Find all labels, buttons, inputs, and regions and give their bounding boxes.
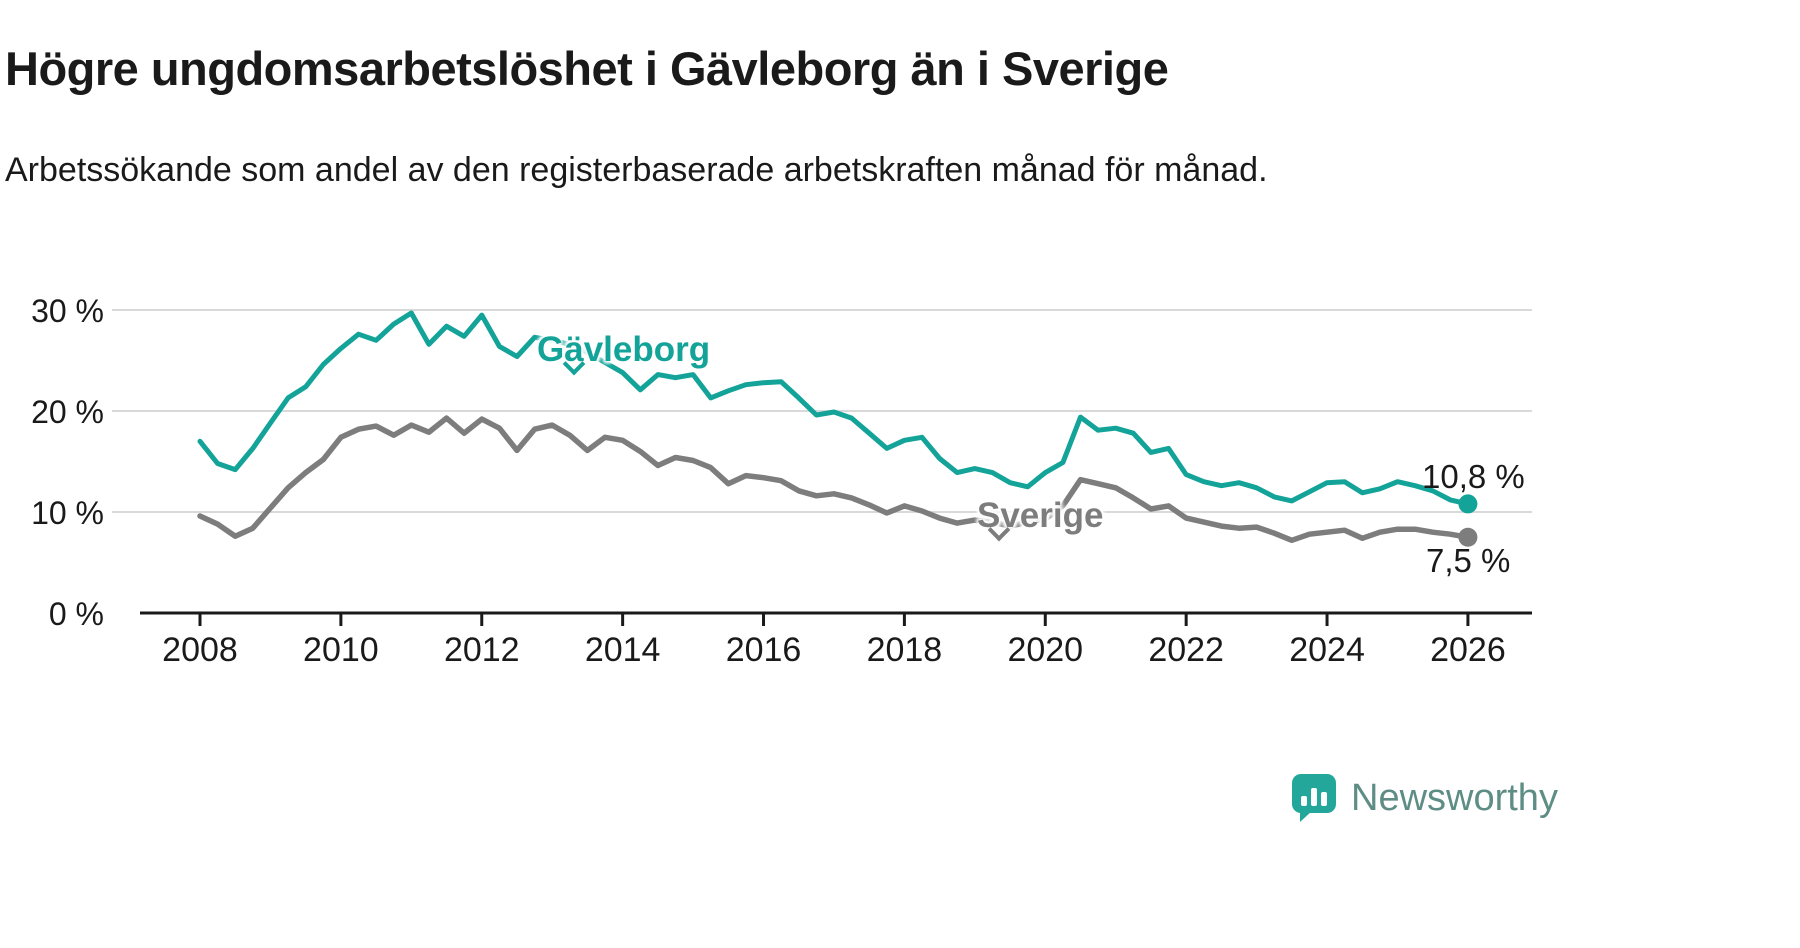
series-label-sverige: Sverige	[977, 496, 1104, 535]
newsworthy-logo-icon	[1292, 774, 1336, 822]
x-tick-label: 2020	[1007, 631, 1083, 669]
newsworthy-logo-text: Newsworthy	[1351, 776, 1558, 819]
x-tick-label: 2026	[1430, 631, 1506, 669]
gavleborg-end-value-label: 10,8 %	[1422, 458, 1525, 495]
x-tick-label: 2018	[867, 631, 943, 669]
x-tick-label: 2022	[1148, 631, 1224, 669]
y-tick-label: 10 %	[31, 495, 104, 531]
x-tick-label: 2010	[303, 631, 379, 669]
newsworthy-logo: Newsworthy	[1292, 774, 1558, 822]
x-tick-label: 2024	[1289, 631, 1365, 669]
chart-title: Högre ungdomsarbetslöshet i Gävleborg än…	[5, 42, 1169, 96]
y-tick-label: 30 %	[31, 293, 104, 329]
x-tick-label: 2012	[444, 631, 520, 669]
series-label-gavleborg: Gävleborg	[537, 330, 711, 369]
series-line-gavleborg	[197, 310, 1471, 507]
x-tick-label: 2014	[585, 631, 661, 669]
series-end-dot-sverige	[1458, 527, 1478, 547]
chart-subtitle: Arbetssökande som andel av den registerb…	[5, 151, 1268, 189]
x-tick-label: 2016	[726, 631, 802, 669]
y-tick-label: 0 %	[49, 596, 104, 632]
sverige-end-value-label: 7,5 %	[1426, 542, 1511, 579]
x-tick-label: 2008	[162, 631, 238, 669]
series-line-sverige	[197, 415, 1471, 544]
y-tick-label: 20 %	[31, 394, 104, 430]
series-end-dot-gavleborg	[1458, 494, 1478, 514]
